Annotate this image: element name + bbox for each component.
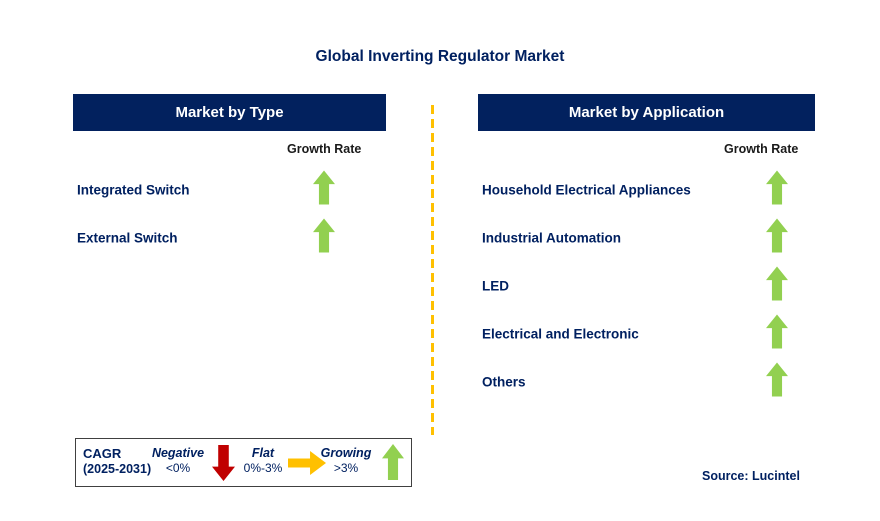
right-row-household-electrical-appliances: Household Electrical Appliances <box>478 166 815 214</box>
left-row-external-switch: External Switch <box>73 214 386 262</box>
up-arrow-icon <box>313 218 335 258</box>
right-arrow-icon <box>288 451 326 480</box>
row-label: External Switch <box>77 230 178 246</box>
row-label: Others <box>482 374 526 390</box>
right-growth-rate-label: Growth Rate <box>724 142 799 156</box>
row-label: Electrical and Electronic <box>482 326 639 342</box>
page-title: Global Inverting Regulator Market <box>315 48 565 65</box>
right-row-others: Others <box>478 358 815 406</box>
row-label: Household Electrical Appliances <box>482 182 691 198</box>
legend-entry-label: Growing <box>320 446 372 460</box>
left-row-integrated-switch: Integrated Switch <box>73 166 386 214</box>
up-arrow-icon <box>382 444 404 485</box>
legend-entry-growing: Growing >3% <box>314 445 378 477</box>
legend-entry-label: Negative <box>151 446 205 460</box>
right-row-electrical-and-electronic: Electrical and Electronic <box>478 310 815 358</box>
row-label: LED <box>482 278 509 294</box>
source-note: Source: Lucintel <box>702 469 800 483</box>
up-arrow-icon <box>766 362 788 402</box>
up-arrow-icon <box>313 170 335 210</box>
left-panel-header: Market by Type <box>73 94 386 131</box>
legend-entry-flat: Flat 0%-3% <box>234 445 292 477</box>
legend-entry-range: >3% <box>333 461 359 476</box>
up-arrow-icon <box>766 266 788 306</box>
cagr-legend-box: CAGR (2025-2031) Negative <0% Flat 0%-3%… <box>75 438 412 487</box>
up-arrow-icon <box>766 170 788 210</box>
up-arrow-icon <box>766 218 788 258</box>
legend-entry-range: 0%-3% <box>243 461 283 476</box>
right-row-industrial-automation: Industrial Automation <box>478 214 815 262</box>
right-panel-header: Market by Application <box>478 94 815 131</box>
right-row-led: LED <box>478 262 815 310</box>
legend-entry-negative: Negative <0% <box>146 445 210 477</box>
row-label: Industrial Automation <box>482 230 621 246</box>
legend-entry-range: <0% <box>165 461 191 476</box>
down-arrow-icon <box>212 445 235 486</box>
cagr-legend-title-block: CAGR (2025-2031) <box>83 446 151 478</box>
dashed-divider-line <box>431 105 434 435</box>
cagr-label: CAGR <box>83 446 122 461</box>
left-growth-rate-label: Growth Rate <box>287 142 362 156</box>
row-label: Integrated Switch <box>77 182 190 198</box>
legend-entry-label: Flat <box>251 446 275 460</box>
up-arrow-icon <box>766 314 788 354</box>
cagr-period: (2025-2031) <box>83 462 152 477</box>
